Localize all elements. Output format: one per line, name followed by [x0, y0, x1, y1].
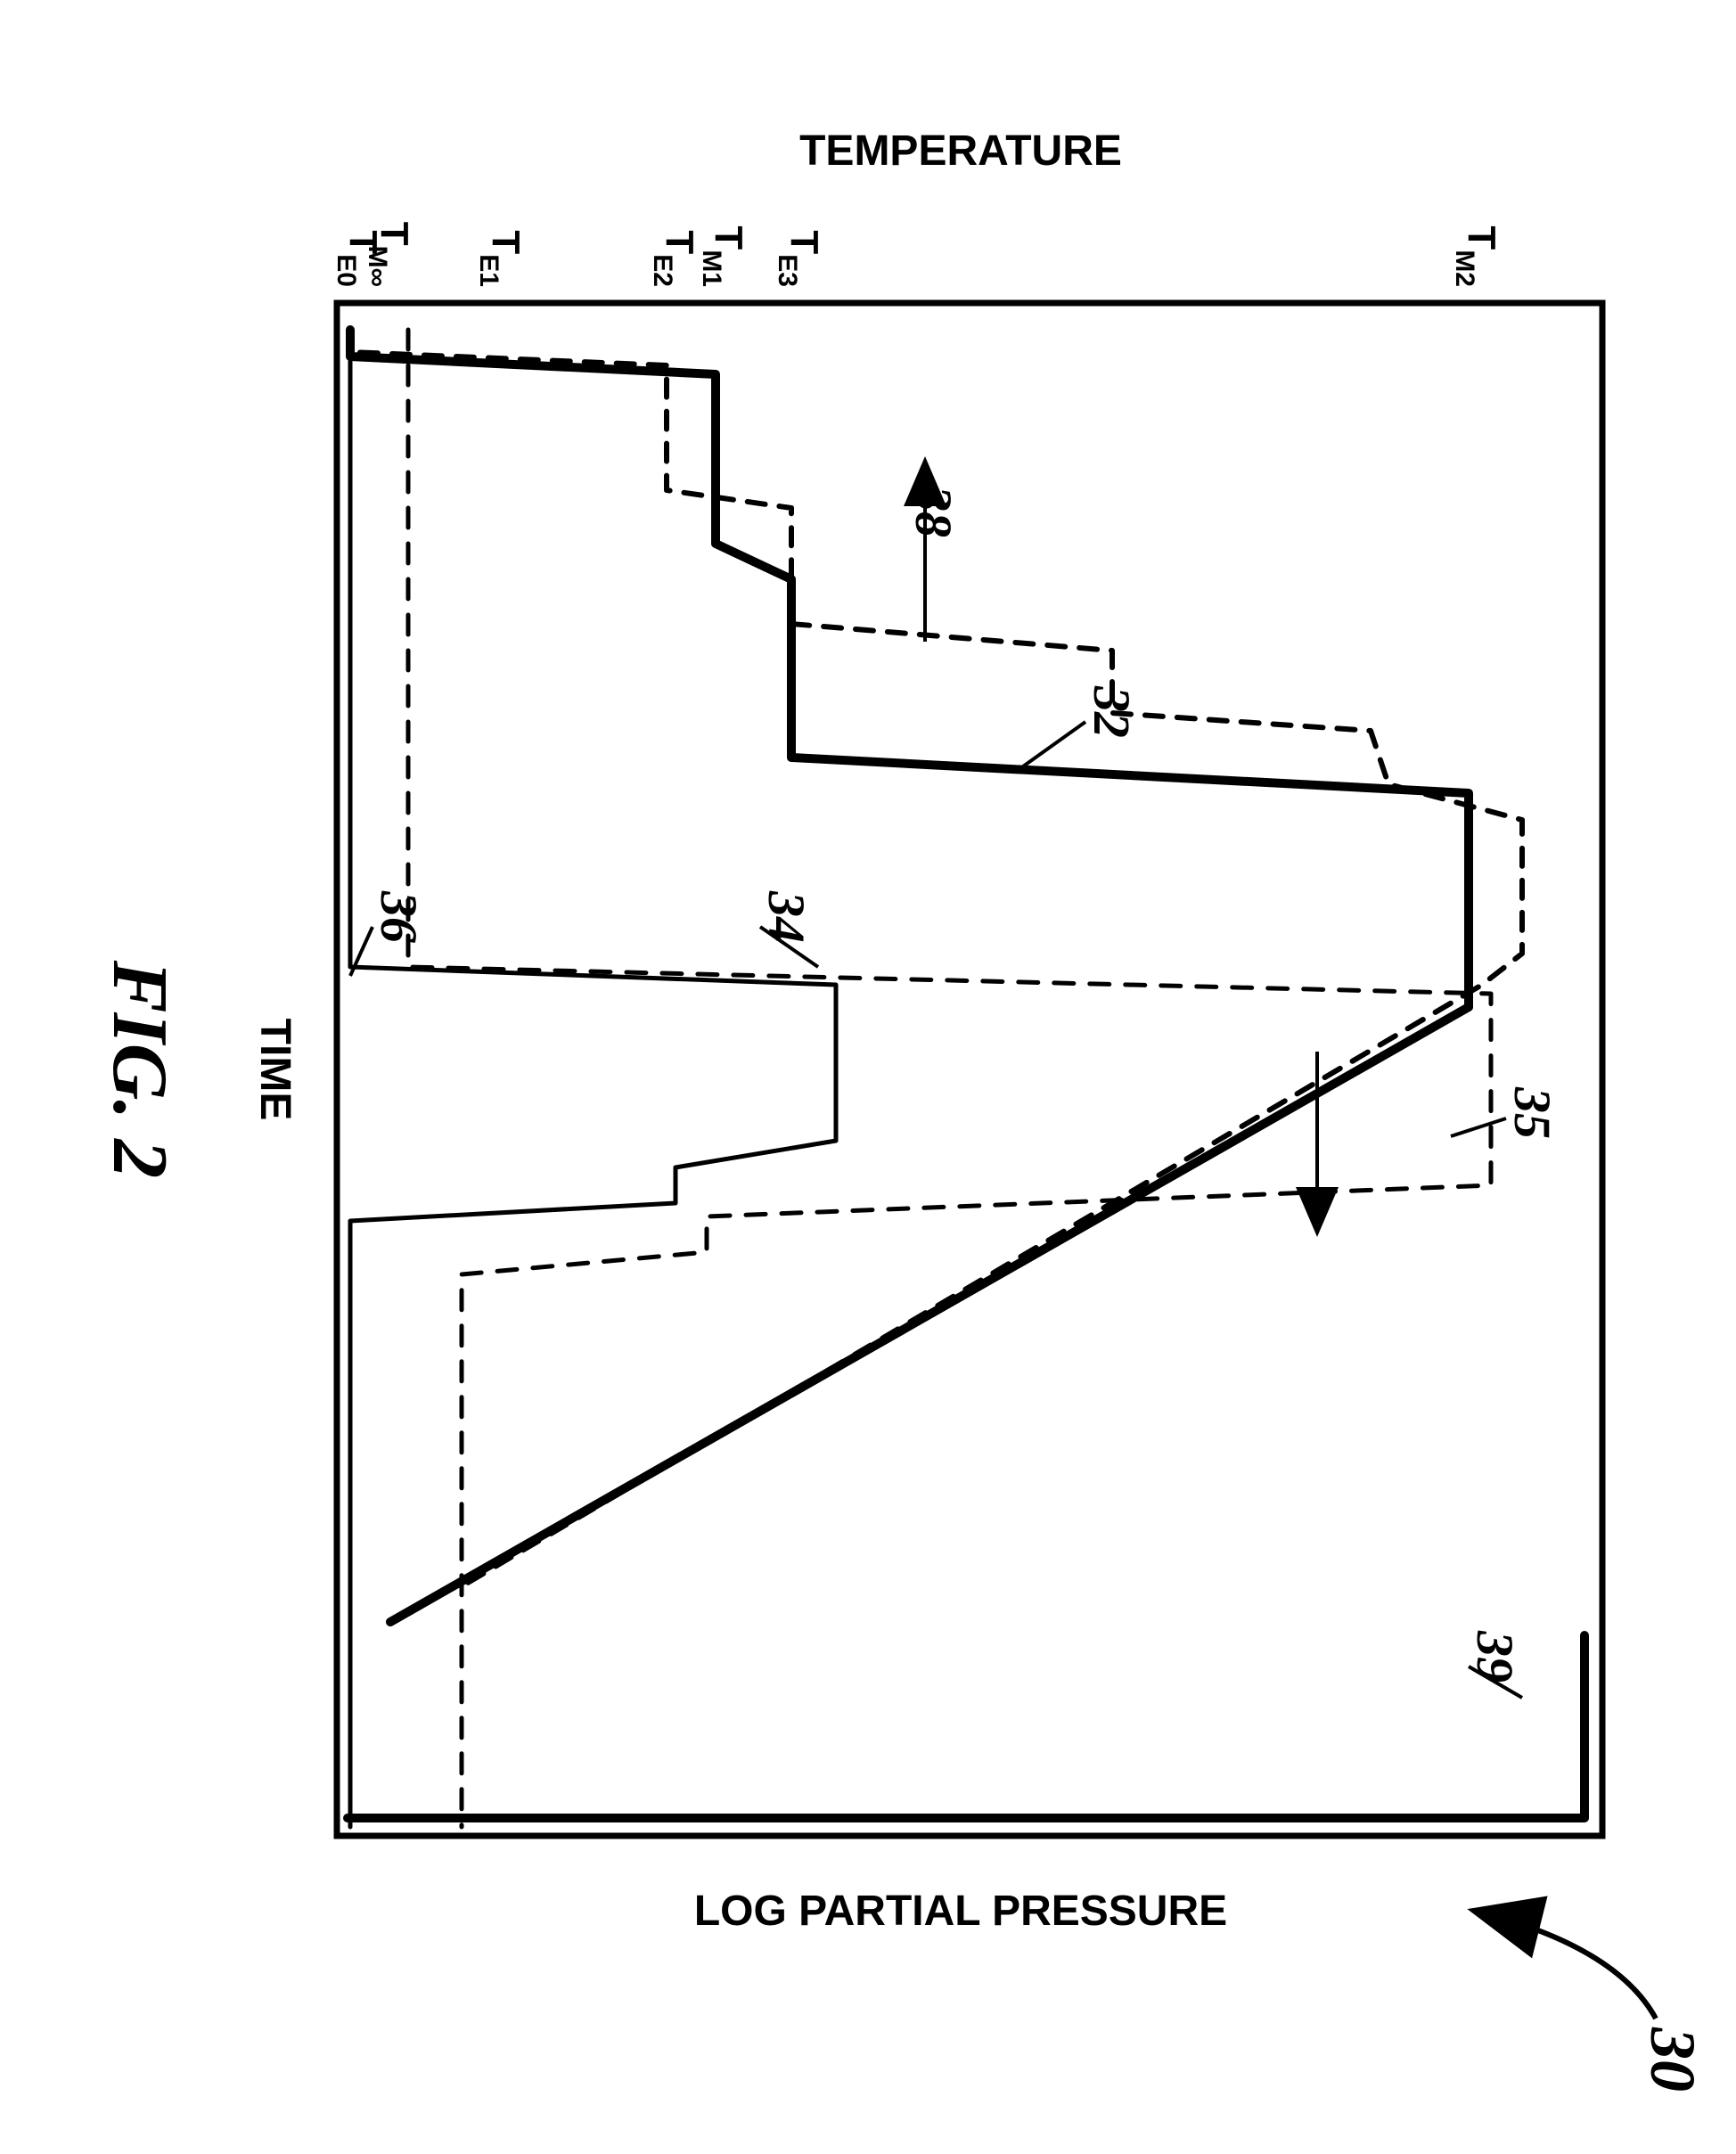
- ytick-T_E2: TE2: [648, 230, 701, 287]
- plot-frame: [337, 303, 1602, 1836]
- callout-35-leader: [1451, 1118, 1506, 1136]
- y-axis-left-title: TEMPERATURE: [799, 127, 1122, 175]
- pressure-envelope-39: [348, 1635, 1585, 1818]
- overall-callout-text: 30: [1637, 2027, 1708, 2092]
- callout-34: 34: [757, 890, 815, 943]
- callout-36: 36: [370, 890, 428, 943]
- callout-39: 39: [1466, 1630, 1524, 1683]
- callout-32: 32: [1083, 685, 1141, 738]
- y-axis-right-title: LOG PARTIAL PRESSURE: [694, 1888, 1227, 1935]
- y-tick-labels: TM2TE3TM1TE2TE1TM∞TE0: [332, 222, 1503, 287]
- callout-32-leader: [1023, 722, 1085, 766]
- x-axis-title: TIME: [251, 1019, 299, 1121]
- callout-38: 38: [905, 485, 962, 537]
- ytick-T_M2: TM2: [1450, 225, 1503, 287]
- figure-caption: FIG. 2: [96, 960, 183, 1179]
- rotated-canvas: TM2TE3TM1TE2TE1TM∞TE0 TEMPERATURE LOG PA…: [0, 0, 1736, 2154]
- page: TM2TE3TM1TE2TE1TM∞TE0 TEMPERATURE LOG PA…: [0, 0, 1736, 2154]
- ytick-T_E1: TE1: [474, 230, 528, 287]
- overall-callout-arrow: [1478, 1912, 1656, 2019]
- overall-callout-30: 30: [1478, 1912, 1708, 2092]
- ytick-T_E3: TE3: [773, 230, 826, 287]
- ytick-T_M1: TM1: [697, 225, 750, 287]
- figure-svg: TM2TE3TM1TE2TE1TM∞TE0 TEMPERATURE LOG PA…: [0, 0, 1736, 2154]
- callout-labels: 32 38 35 34 36 39: [350, 485, 1561, 1698]
- callout-35: 35: [1503, 1086, 1561, 1139]
